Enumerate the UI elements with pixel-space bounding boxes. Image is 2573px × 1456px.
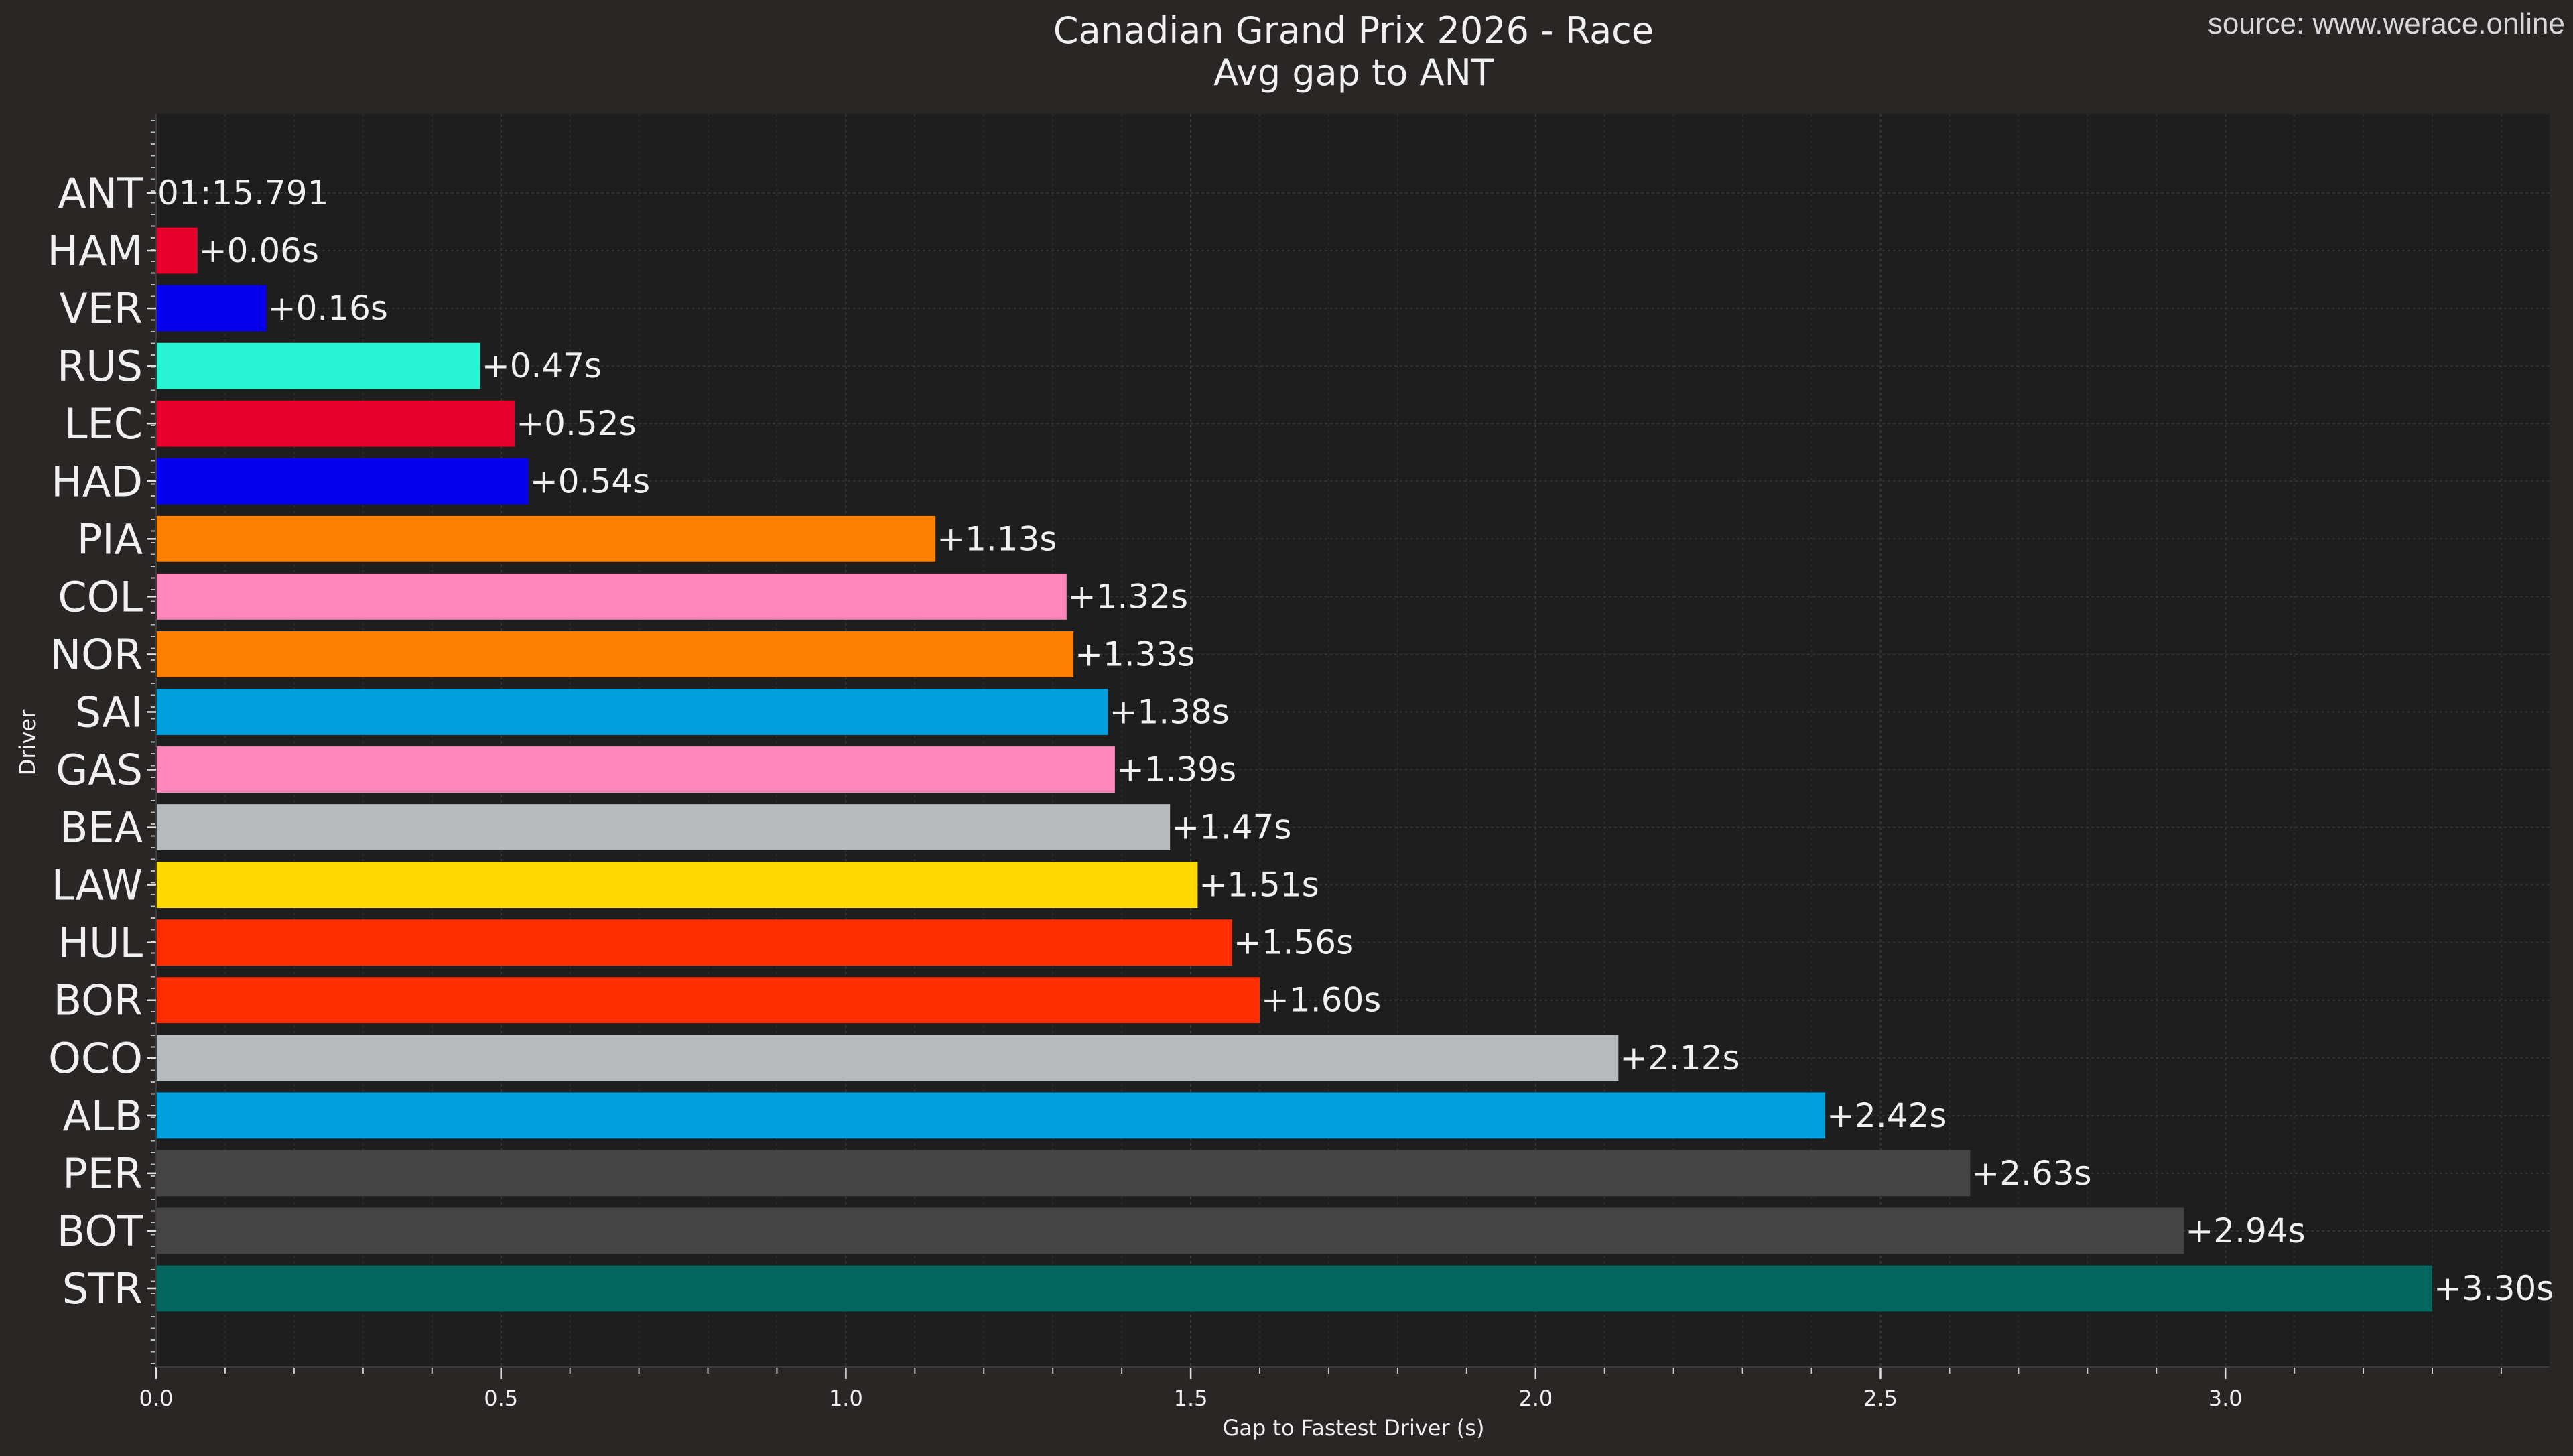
bar-value-label: +1.33s [1075,635,1195,673]
bar-value-label: +0.54s [530,462,650,501]
driver-label: PIA [77,515,143,564]
bar-value-label: +2.63s [1971,1154,2091,1193]
bar-bor [156,977,1260,1024]
driver-label: NOR [50,630,143,679]
bar-value-label: +0.47s [482,346,602,385]
bar-ham [156,227,198,274]
source-credit: source: www.werace.online [2208,7,2565,40]
bar-value-labels: 01:15.791 +0.06s +0.16s +0.47s +0.52s +0.54s +… [157,174,2554,1308]
bar-rus [156,342,480,389]
bar-value-label: +1.56s [1234,923,1354,962]
driver-label: RUS [57,342,143,391]
bar-value-label: +1.13s [937,519,1057,558]
chart-title: Canadian Grand Prix 2026 - Race [1053,9,1654,52]
driver-label: STR [62,1264,143,1313]
y-axis-label: Driver [15,709,40,775]
x-tick-label: 1.5 [1174,1386,1208,1411]
bar-hul [156,919,1232,966]
driver-label: PER [62,1149,143,1198]
driver-label: BOR [54,976,143,1025]
axes [147,114,2550,1379]
driver-label: HUL [58,919,143,968]
x-tick-label: 2.5 [1863,1386,1898,1411]
bar-pia [156,515,936,562]
bars [156,227,2433,1312]
bar-value-label: +2.94s [2185,1211,2305,1250]
driver-label: GAS [56,746,143,795]
x-axis-label: Gap to Fastest Driver (s) [1223,1415,1485,1441]
bar-value-label: +2.12s [1620,1039,1739,1077]
bar-bot [156,1207,2184,1254]
x-tick-labels: 0.0 0.5 1.0 1.5 2.0 2.5 3.0 [139,1386,2243,1411]
bar-alb [156,1092,1826,1139]
driver-label: ALB [63,1091,143,1140]
bar-value-label: +1.47s [1171,808,1291,847]
bar-value-label: +2.42s [1827,1096,1947,1135]
driver-label: BEA [60,803,143,852]
bar-col [156,573,1067,620]
bar-value-label: +0.52s [516,404,636,443]
driver-label: SAI [75,687,143,736]
bar-value-label: +1.51s [1199,866,1319,905]
bar-value-label: +1.60s [1261,981,1381,1020]
bar-per [156,1150,1971,1197]
chart-subtitle: Avg gap to ANT [1213,52,1494,94]
bar-bea [156,804,1171,850]
bar-str [156,1265,2433,1312]
bar-value-label: 01:15.791 [157,174,328,212]
bar-value-label: +1.38s [1110,692,1230,731]
bar-lec [156,400,515,447]
driver-label: VER [59,284,143,333]
bar-gas [156,746,1115,793]
bar-oco [156,1035,1619,1081]
driver-label: ANT [58,169,143,218]
driver-label: HAM [47,226,143,275]
bar-value-label: +3.30s [2434,1269,2554,1308]
bar-value-label: +0.06s [199,231,319,270]
x-tick-label: 2.0 [1518,1386,1553,1411]
driver-label: COL [58,572,143,621]
x-tick-label: 0.5 [484,1386,518,1411]
bar-value-label: +0.16s [268,289,388,328]
x-tick-label: 3.0 [2208,1386,2243,1411]
x-tick-label: 1.0 [829,1386,863,1411]
bar-ver [156,285,267,332]
driver-label: LEC [64,399,143,448]
bar-value-label: +1.32s [1068,577,1188,616]
driver-label: LAW [52,861,143,910]
bar-law [156,862,1198,909]
bar-had [156,458,529,505]
bar-sai [156,689,1108,735]
bar-nor [156,631,1074,677]
driver-label: HAD [51,457,143,506]
driver-tick-labels: ANT HAM VER RUS LEC HAD PIA COL NOR SAI GAS BEA LAW H… [47,169,143,1313]
x-tick-label: 0.0 [139,1386,174,1411]
driver-label: BOT [57,1207,143,1256]
driver-label: OCO [48,1034,143,1083]
bar-value-label: +1.39s [1116,750,1236,789]
